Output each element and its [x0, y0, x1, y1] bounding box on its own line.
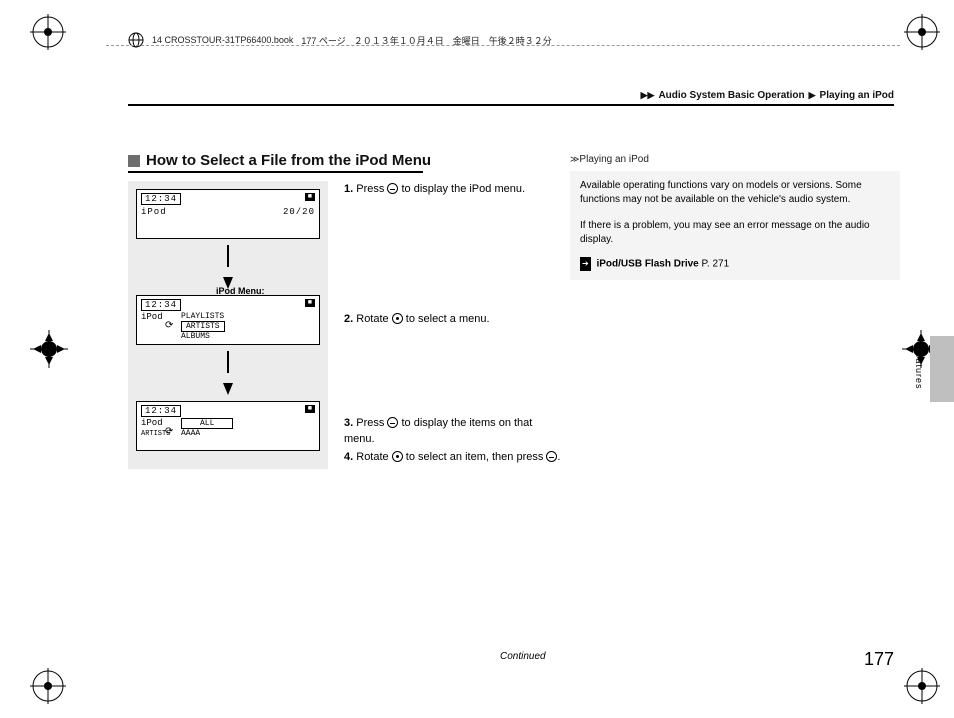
step-1: 1. Press to display the iPod menu. [344, 181, 564, 197]
arrow-1-stem [227, 245, 229, 267]
side-title: ≫Playing an iPod [570, 152, 900, 167]
rotate-icon [392, 451, 403, 462]
side-ref-label: iPod/USB Flash Drive [596, 259, 698, 270]
lcd3-line-aaaa: AAAA [181, 429, 233, 438]
step-3-num: 3. [344, 417, 353, 429]
lcd3-knob-icon: ⟳ [165, 426, 173, 438]
lcd-screen-3: 12:34 ■ iPod ARTISTS ⟳ ALL AAAA [136, 401, 320, 451]
step-2-num: 2. [344, 313, 353, 325]
step-4-text-b: to select an item, then press [403, 451, 547, 463]
lcd3-device: iPod [141, 418, 163, 428]
diagram-column: 12:34 ■ iPod 20/20 iPod Menu: Playlists,… [128, 181, 328, 469]
lcd1-device: iPod [141, 207, 167, 217]
lcd3-menu: ALL AAAA [181, 418, 233, 438]
side-box: Available operating functions vary on mo… [570, 171, 900, 280]
step-4-num: 4. [344, 451, 353, 463]
breadcrumb-arrow-icon: ▶▶ [641, 90, 655, 101]
crop-mark-tr [904, 14, 940, 50]
section-title: How to Select a File from the iPod Menu [146, 152, 431, 169]
arrow-2-stem [227, 351, 229, 373]
lcd-screen-2: 12:34 ■ iPod ⟳ PLAYLISTS ARTISTS ALBUMS [136, 295, 320, 345]
crop-mark-bl [30, 668, 66, 704]
side-para-1: Available operating functions vary on mo… [580, 179, 890, 207]
reference-arrow-icon: ➔ [580, 257, 591, 271]
arrow-2-head-icon [223, 383, 233, 395]
lcd3-line-all-selected: ALL [181, 418, 233, 429]
crop-mark-tl [30, 14, 66, 50]
side-para-2: If there is a problem, you may see an er… [580, 219, 890, 247]
crop-mark-br [904, 668, 940, 704]
breadcrumb-rule [128, 104, 894, 106]
press-icon [387, 183, 398, 194]
section-bullet-icon [128, 155, 140, 167]
side-title-arrow-icon: ≫ [570, 154, 577, 164]
step-1-num: 1. [344, 183, 353, 195]
step-3: 3. Press to display the items on that me… [344, 415, 564, 447]
lcd2-line-albums: ALBUMS [181, 332, 225, 341]
step-2-text-a: Rotate [356, 313, 391, 325]
press-icon [546, 451, 557, 462]
lcd1-tag-icon: ■ [305, 193, 315, 201]
header-dash-line [106, 45, 900, 46]
registration-mark-left [30, 330, 68, 368]
steps-column: 1. Press to display the iPod menu. 2. Ro… [344, 181, 564, 469]
features-tab [930, 336, 954, 402]
features-tab-label: Features [914, 346, 924, 390]
side-reference: ➔ iPod/USB Flash Drive P. 271 [580, 257, 890, 272]
print-filename: 14 CROSSTOUR-31TP66400.book [152, 35, 293, 45]
lcd2-knob-icon: ⟳ [165, 320, 173, 332]
lcd2-tag-icon: ■ [305, 299, 315, 307]
breadcrumb-sep-icon: ▶ [809, 90, 816, 101]
step-1-text-a: Press [356, 183, 387, 195]
press-icon [387, 417, 398, 428]
breadcrumb-level-2: Playing an iPod [820, 90, 894, 101]
step-1-text-b: to display the iPod menu. [398, 183, 525, 195]
lcd3-tag-icon: ■ [305, 405, 315, 413]
rotate-icon [392, 313, 403, 324]
lcd1-clock: 12:34 [141, 193, 181, 205]
lcd2-menu: PLAYLISTS ARTISTS ALBUMS [181, 312, 225, 341]
continued-label: Continued [500, 651, 546, 662]
lcd1-count: 20/20 [283, 207, 315, 217]
step-2: 2. Rotate to select a menu. [344, 311, 564, 327]
lcd2-line-playlists: PLAYLISTS [181, 312, 225, 321]
breadcrumb: ▶▶ Audio System Basic Operation ▶ Playin… [641, 90, 894, 101]
page-number: 177 [864, 649, 894, 670]
lcd2-line-artists-selected: ARTISTS [181, 321, 225, 332]
side-notes: ≫Playing an iPod Available operating fun… [570, 152, 900, 280]
section-title-underline [128, 171, 423, 173]
lcd2-clock: 12:34 [141, 299, 181, 311]
step-3-text-a: Press [356, 417, 387, 429]
breadcrumb-level-1: Audio System Basic Operation [658, 90, 804, 101]
lcd3-clock: 12:34 [141, 405, 181, 417]
step-4: 4. Rotate to select an item, then press … [344, 449, 564, 465]
side-ref-page: P. 271 [702, 259, 730, 270]
lcd-screen-1: 12:34 ■ iPod 20/20 [136, 189, 320, 239]
step-2-text-b: to select a menu. [403, 313, 490, 325]
side-title-text: Playing an iPod [579, 154, 649, 165]
step-4-text-a: Rotate [356, 451, 391, 463]
step-4-text-c: . [557, 451, 560, 463]
